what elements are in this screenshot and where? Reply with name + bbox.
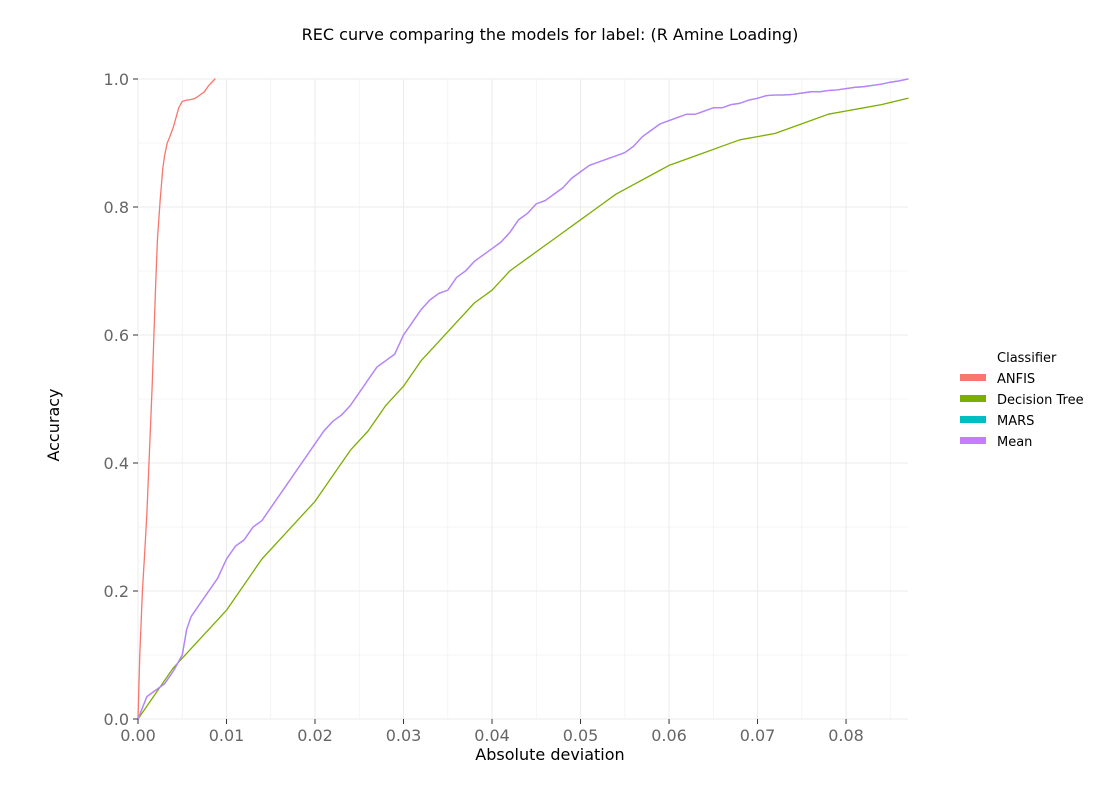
y-tick-label: 0.8 bbox=[104, 198, 129, 217]
x-tick-label: 0.06 bbox=[651, 726, 687, 745]
x-tick-label: 0.00 bbox=[120, 726, 156, 745]
y-tick-label: 0.4 bbox=[104, 454, 129, 473]
series-layer bbox=[137, 78, 909, 720]
y-tick-label: 0.2 bbox=[104, 582, 129, 601]
grid bbox=[137, 78, 908, 720]
x-tick-label: 0.01 bbox=[209, 726, 245, 745]
x-axis-label: Absolute deviation bbox=[475, 745, 624, 764]
legend-swatch bbox=[960, 374, 986, 381]
legend-swatch bbox=[960, 395, 986, 402]
y-axis: 0.0 0.2 0.4 0.6 0.8 1.0 bbox=[104, 70, 138, 729]
legend-items: ANFIS Decision Tree MARS Mean bbox=[960, 372, 1084, 450]
y-tick-label: 0.0 bbox=[104, 710, 129, 729]
x-tick-label: 0.02 bbox=[297, 726, 333, 745]
x-tick-label: 0.07 bbox=[740, 726, 776, 745]
legend-label: MARS bbox=[997, 414, 1034, 429]
series-line-decision-tree bbox=[137, 97, 909, 720]
y-tick-label: 0.6 bbox=[104, 326, 129, 345]
x-tick-label: 0.03 bbox=[386, 726, 422, 745]
legend-label: ANFIS bbox=[997, 372, 1035, 387]
x-tick-label: 0.08 bbox=[828, 726, 864, 745]
legend-swatch bbox=[960, 437, 986, 444]
y-axis-label: Accuracy bbox=[44, 388, 63, 461]
legend-title: Classifier bbox=[997, 351, 1057, 366]
series-line-anfis bbox=[137, 78, 216, 720]
legend-swatch bbox=[960, 416, 986, 423]
x-tick-label: 0.04 bbox=[474, 726, 510, 745]
x-axis: 0.00 0.01 0.02 0.03 0.04 0.05 0.06 0.07 0.08 bbox=[120, 719, 864, 745]
chart-title: REC curve comparing the models for label… bbox=[302, 25, 799, 44]
x-tick-label: 0.05 bbox=[563, 726, 599, 745]
legend-label: Mean bbox=[997, 435, 1032, 450]
legend: Classifier ANFIS Decision Tree MARS Mean bbox=[960, 351, 1084, 450]
series-line-mean bbox=[137, 78, 909, 720]
legend-label: Decision Tree bbox=[997, 393, 1084, 408]
y-tick-label: 1.0 bbox=[104, 70, 129, 89]
